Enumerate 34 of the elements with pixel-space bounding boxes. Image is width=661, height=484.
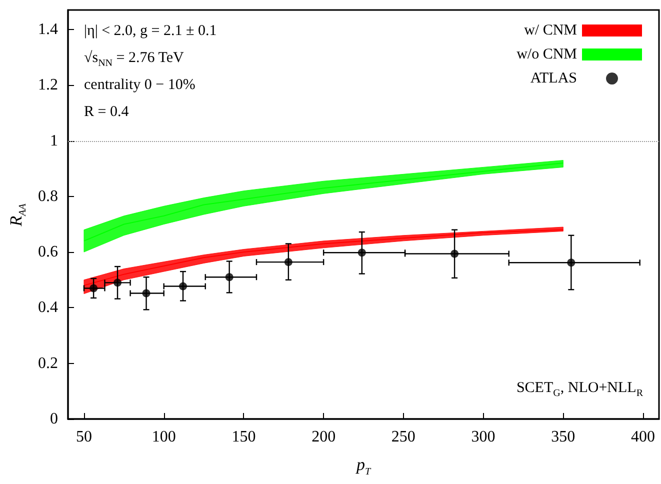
x-tick-label: 50: [76, 428, 92, 446]
y-tick-label: 0: [50, 410, 58, 428]
x-axis-title: p$_{T}$: [356, 455, 371, 478]
x-tick-label: 350: [551, 428, 576, 446]
x-tick-label: 150: [232, 428, 256, 446]
annotation: centrality 0 − 10%: [84, 77, 196, 93]
point: [284, 258, 292, 266]
y-tick-label: 0.6: [38, 244, 58, 261]
point: [114, 278, 122, 287]
annotation: |η| < 2.0, g = 2.1 ± 0.1: [84, 23, 217, 39]
y-tick-label: 1: [50, 132, 58, 150]
y-tick-label: 1.2: [38, 76, 58, 94]
x-tick-label: 250: [391, 428, 416, 446]
y-tick-label: 1.4: [38, 20, 58, 38]
x-tick-label: 300: [471, 428, 496, 446]
point: [142, 289, 150, 298]
x-tick-label: 400: [631, 428, 656, 446]
point: [567, 258, 576, 267]
x-tick-label: 200: [312, 428, 336, 446]
y-tick-label: 0.2: [38, 354, 58, 372]
legend-label: ATLAS: [530, 70, 577, 86]
point: [358, 248, 366, 257]
y-tick-label: 0.8: [38, 188, 58, 205]
annotation: R = 0.4: [84, 104, 129, 120]
annotation: SCET$_{G}$, NLO+NLL$_{R}$: [516, 380, 643, 399]
point: [225, 273, 234, 282]
y-tick-label: 0.4: [38, 299, 58, 316]
legend-label: w/o CNM: [516, 46, 577, 62]
point: [90, 284, 98, 292]
legend-label: w/ CNM: [524, 22, 577, 38]
x-tick-label: 100: [152, 428, 176, 446]
point: [179, 282, 188, 290]
point: [450, 250, 459, 258]
annotation: √s$_{NN}$ = 2.76 TeV: [84, 50, 184, 69]
